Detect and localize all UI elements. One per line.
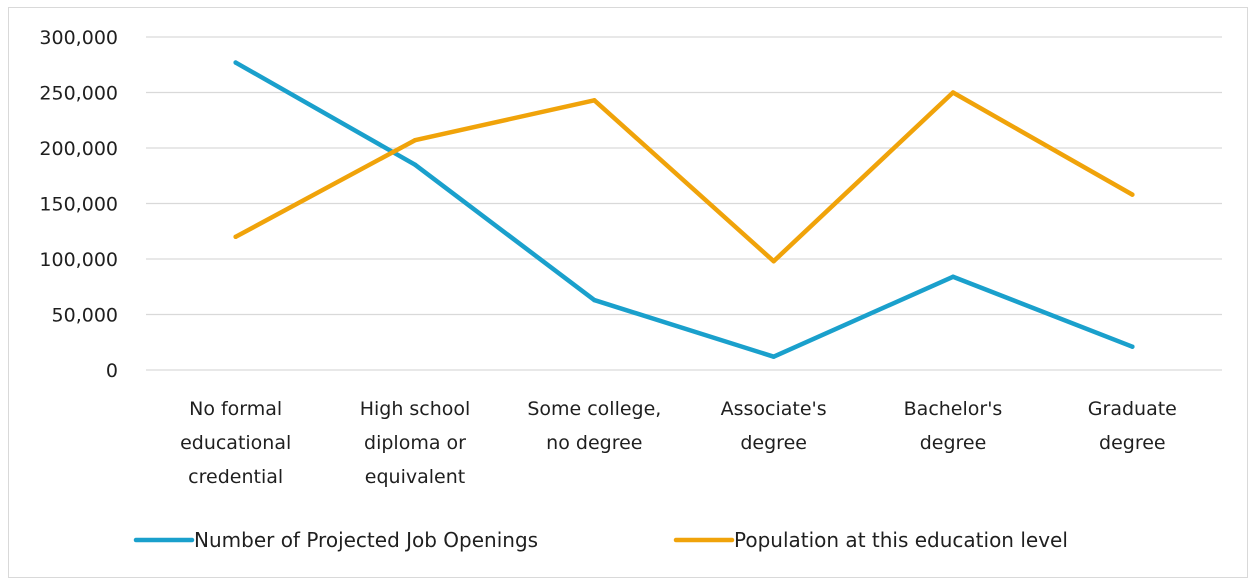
legend: Number of Projected Job Openings Populati… xyxy=(133,528,1068,552)
series-line xyxy=(233,90,1135,264)
legend-label: Population at this education level xyxy=(734,528,1068,552)
x-category-label: Some college, no degree xyxy=(527,398,661,454)
data-point xyxy=(233,60,238,65)
data-point xyxy=(412,138,418,143)
series-line xyxy=(233,60,1135,359)
data-point xyxy=(592,98,597,103)
data-point xyxy=(1130,192,1135,197)
legend-label: Number of Projected Job Openings xyxy=(194,528,538,552)
data-point xyxy=(771,354,776,359)
x-category-label: No formal educational credential xyxy=(180,398,291,488)
legend-item: Number of Projected Job Openings xyxy=(133,528,538,552)
x-category-label: Associate's degree xyxy=(721,398,827,454)
y-tick-label: 150,000 xyxy=(39,194,118,216)
y-axis-ticks: 0 50,000 100,000 150,000 200,000 250,000 300,0… xyxy=(39,27,118,382)
data-point xyxy=(771,259,776,264)
data-point xyxy=(950,90,956,95)
series-lines xyxy=(233,60,1135,359)
chart-frame xyxy=(8,7,1248,578)
series-1 xyxy=(233,60,1135,359)
y-tick-label: 0 xyxy=(106,360,118,382)
data-point xyxy=(1130,344,1135,349)
data-point xyxy=(592,297,597,303)
y-tick-label: 200,000 xyxy=(39,138,118,160)
legend-item: Population at this education level xyxy=(673,528,1068,552)
data-point xyxy=(950,274,956,279)
series-2 xyxy=(233,90,1135,264)
x-category-label: Bachelor's degree xyxy=(904,398,1003,454)
x-axis-category-labels: No formal educational credential High schoo… xyxy=(180,398,1177,488)
y-tick-label: 300,000 xyxy=(39,27,118,49)
gridlines xyxy=(146,36,1222,371)
y-tick-label: 50,000 xyxy=(52,305,118,327)
x-category-label: Graduate degree xyxy=(1088,398,1177,454)
data-point xyxy=(233,234,238,239)
y-tick-label: 100,000 xyxy=(39,249,118,271)
data-point xyxy=(412,162,418,167)
x-category-label: High school diploma or equivalent xyxy=(360,398,471,488)
y-tick-label: 250,000 xyxy=(39,83,118,105)
